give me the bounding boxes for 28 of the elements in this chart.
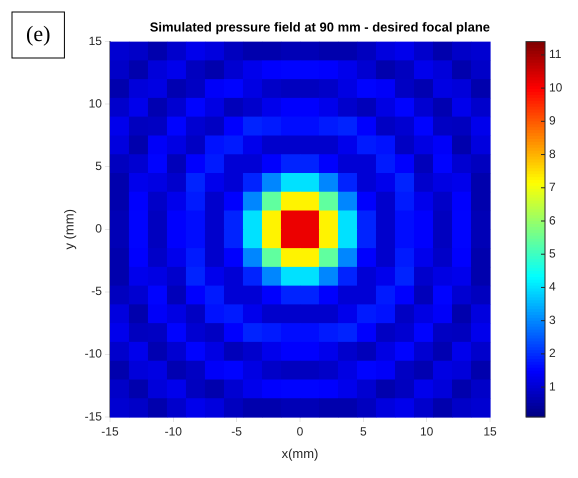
y-tick-label: 15 bbox=[88, 34, 102, 48]
color-bar-label: 1 bbox=[549, 379, 556, 394]
chart-title: Simulated pressure field at 90 mm - desired focal plane bbox=[150, 19, 490, 34]
x-tick-label: 0 bbox=[296, 424, 304, 439]
color-bar-label: 6 bbox=[549, 213, 556, 228]
color-bar-label: 11 bbox=[549, 47, 562, 62]
y-tick-label: 10 bbox=[88, 96, 102, 110]
color-bar-label: 5 bbox=[549, 246, 556, 261]
x-tick-label: 15 bbox=[483, 424, 497, 439]
color-bar-label: 4 bbox=[549, 280, 556, 294]
x-tick-label: 10 bbox=[420, 424, 434, 439]
text: (e) bbox=[26, 20, 50, 46]
color-bar-label: 2 bbox=[549, 346, 556, 360]
color-bar-label: 10 bbox=[549, 80, 563, 94]
y-tick-label: -10 bbox=[84, 346, 102, 361]
x-tick-label: -5 bbox=[231, 424, 242, 439]
x-tick-label: -10 bbox=[164, 424, 182, 439]
y-tick-label: 0 bbox=[95, 222, 102, 236]
y-tick-label: -15 bbox=[84, 409, 102, 424]
x-axis-title: x(mm) bbox=[282, 446, 318, 461]
x-tick-label: 5 bbox=[360, 424, 367, 439]
y-tick-label: 5 bbox=[95, 159, 102, 174]
y-axis-title: y (mm) bbox=[61, 209, 76, 250]
y-tick-label: -5 bbox=[91, 284, 102, 298]
color-bar-label: 7 bbox=[549, 180, 556, 194]
color-bar-label: 9 bbox=[549, 114, 556, 128]
color-bar-label: 8 bbox=[549, 146, 556, 161]
color-bar-label: 3 bbox=[549, 312, 556, 327]
